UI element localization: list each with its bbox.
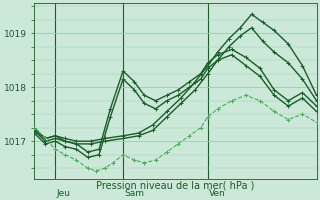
Text: Sam: Sam (124, 189, 145, 198)
Text: Ven: Ven (209, 189, 226, 198)
Text: Jeu: Jeu (57, 189, 71, 198)
X-axis label: Pression niveau de la mer( hPa ): Pression niveau de la mer( hPa ) (96, 180, 254, 190)
